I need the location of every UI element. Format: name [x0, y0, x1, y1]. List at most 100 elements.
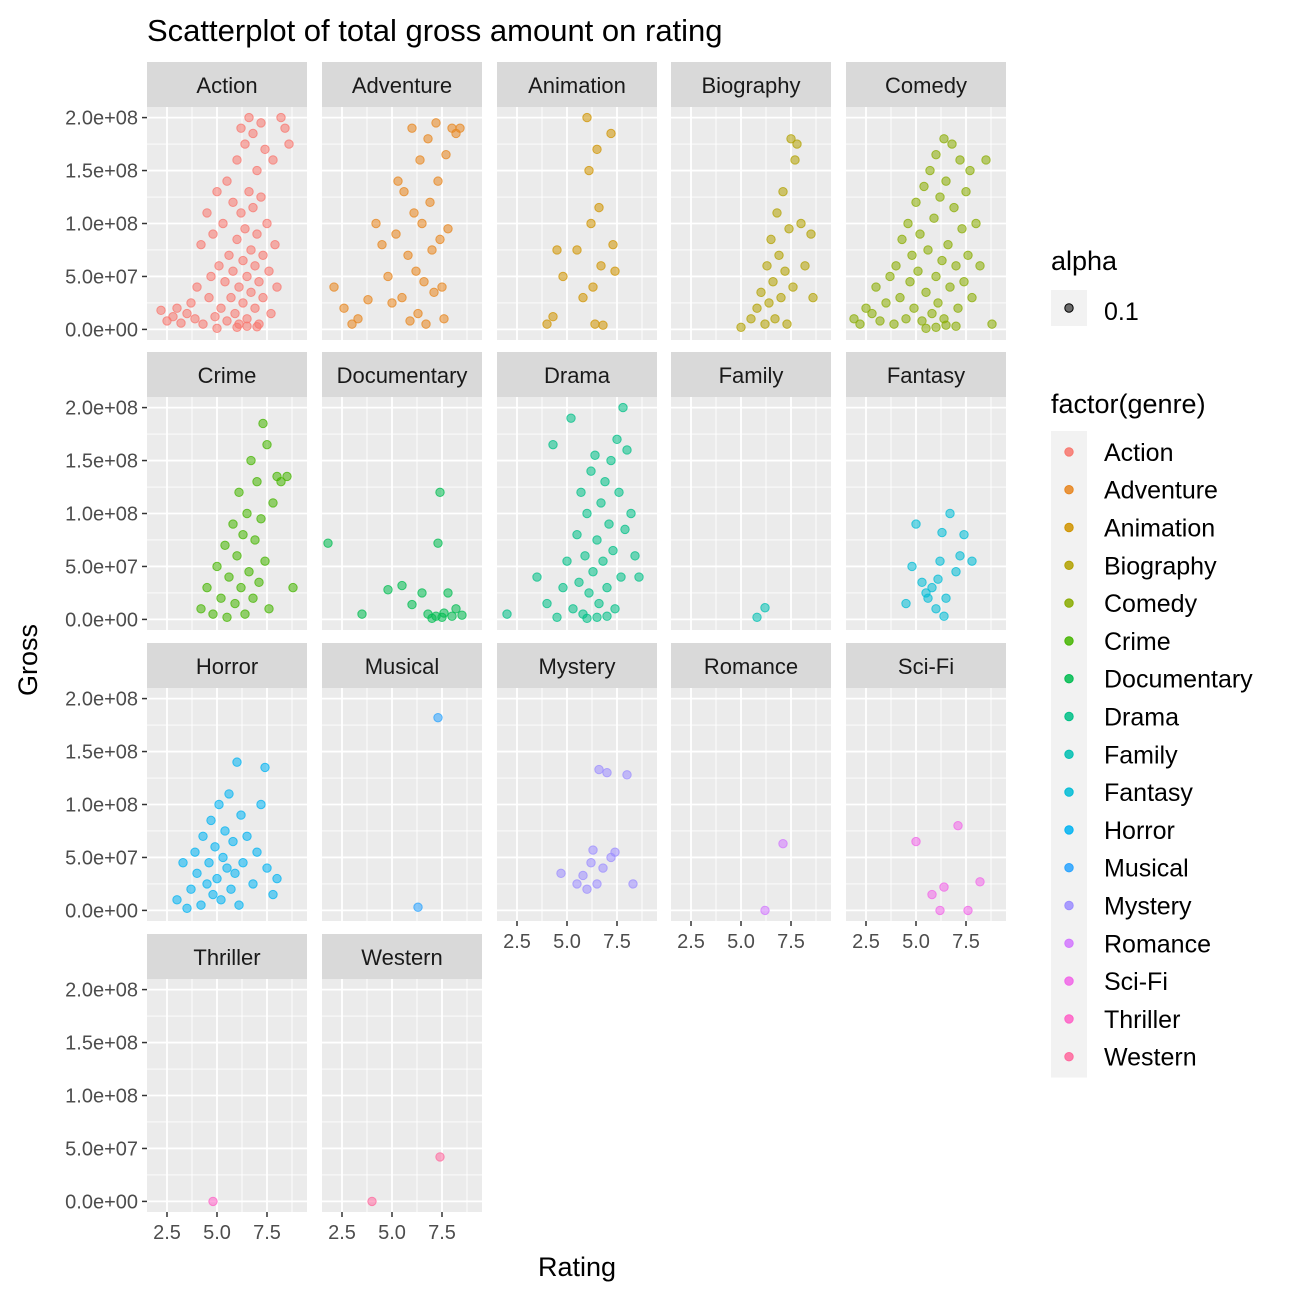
data-point [172, 895, 182, 905]
x-tick-label: 7.5 [603, 931, 631, 953]
data-point [895, 292, 905, 303]
x-tick-label: 2.5 [328, 1222, 356, 1244]
data-point [552, 245, 562, 255]
data-point [244, 187, 254, 197]
data-point [760, 603, 770, 613]
data-point [981, 155, 991, 165]
data-point [190, 314, 200, 324]
data-point [208, 889, 218, 900]
data-points [329, 118, 465, 329]
y-tick-label: 2.0e+08 [65, 689, 138, 711]
data-points [156, 112, 294, 334]
data-point [606, 128, 616, 139]
facet-strip [846, 62, 1006, 107]
data-point [262, 218, 272, 229]
data-point [220, 540, 230, 550]
y-tick-label: 5.0e+07 [65, 847, 138, 869]
y-tick-label: 0.0e+00 [65, 900, 138, 922]
data-point [941, 593, 951, 603]
data-point [786, 134, 796, 144]
data-point [202, 208, 212, 218]
data-point [594, 598, 604, 609]
legend-color-label: Western [1104, 1044, 1197, 1072]
data-point [433, 712, 443, 723]
data-points [736, 134, 818, 332]
data-point [268, 889, 278, 900]
grid-lines [846, 688, 1006, 921]
data-point [178, 858, 188, 868]
data-point [622, 445, 632, 455]
data-point [232, 322, 242, 332]
data-point [210, 312, 220, 322]
y-tick-label: 2.0e+08 [65, 398, 138, 420]
facet-panel-mystery: Mystery 2.5 5.0 7.5 [497, 643, 657, 953]
data-point [214, 261, 224, 271]
x-tick-label: 5.0 [727, 931, 755, 953]
x-tick-label: 2.5 [852, 931, 880, 953]
data-point [937, 255, 947, 266]
data-point [238, 858, 248, 868]
x-tick-label: 5.0 [203, 1222, 231, 1244]
data-point [889, 319, 899, 329]
data-point [602, 582, 612, 593]
data-point [397, 292, 407, 303]
grid-lines [671, 688, 831, 921]
data-point [248, 128, 258, 139]
data-point [915, 229, 925, 239]
y-tick-label: 1.0e+08 [65, 214, 138, 236]
legend-color-label: Comedy [1104, 590, 1198, 618]
legend-color-key [1064, 485, 1074, 495]
data-point [931, 149, 941, 160]
facet-panel-musical: Musical [322, 643, 482, 921]
data-point [780, 266, 790, 276]
data-point [230, 308, 240, 319]
data-point [242, 831, 252, 841]
data-point [772, 208, 782, 218]
y-tick-label: 1.0e+08 [65, 795, 138, 817]
data-point [222, 176, 232, 186]
data-point [212, 187, 222, 197]
grid-lines [322, 107, 482, 340]
data-point [441, 149, 451, 160]
data-point [204, 292, 214, 303]
facet-strip [846, 643, 1006, 688]
data-point [206, 271, 216, 282]
data-point [955, 551, 965, 561]
legend-alpha-title: alpha [1051, 246, 1118, 276]
legend-color-key [1064, 863, 1074, 873]
data-point [945, 508, 955, 519]
data-point [592, 144, 602, 155]
facet-panel-thriller: Thriller 0.0e+00 5.0e+07 1.0e+08 1.5e+08 2.0e… [65, 934, 307, 1244]
data-point [417, 218, 427, 229]
data-point [208, 1196, 218, 1207]
data-point [248, 593, 258, 603]
facet-panel-drama: Drama [497, 352, 657, 630]
data-point [921, 323, 931, 334]
data-point [566, 413, 576, 423]
data-point [951, 261, 961, 271]
data-point [614, 487, 624, 498]
data-point [909, 303, 919, 313]
facet-strip-label: Animation [528, 73, 626, 98]
data-point [192, 282, 202, 292]
facet-strip-label: Musical [365, 654, 440, 679]
data-point [746, 314, 756, 324]
data-point [198, 319, 208, 329]
data-point [226, 884, 236, 894]
data-point [911, 836, 921, 847]
data-point [927, 582, 937, 593]
data-point [776, 292, 786, 303]
data-point [220, 826, 230, 836]
data-point [254, 577, 264, 588]
data-points [752, 603, 770, 622]
data-point [582, 112, 592, 123]
data-point [228, 519, 238, 529]
data-point [905, 277, 915, 287]
data-point [592, 535, 602, 545]
data-point [198, 831, 208, 841]
facet-panel-documentary: Documentary [322, 352, 482, 630]
legend-color-key [1064, 1052, 1074, 1062]
data-point [808, 292, 818, 303]
data-point [558, 582, 568, 593]
data-point [548, 312, 558, 322]
